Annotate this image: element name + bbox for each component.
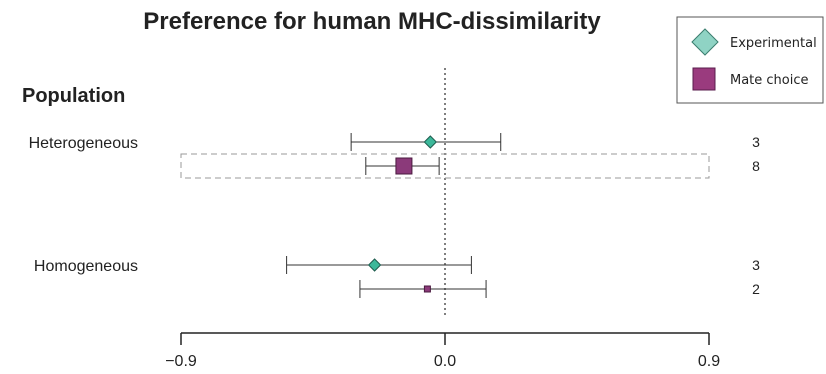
group-label: Heterogeneous: [29, 135, 138, 152]
x-tick-label: −0.9: [165, 353, 197, 370]
legend: Experimental Mate choice: [676, 16, 824, 104]
legend-mate-choice-label: Mate choice: [730, 73, 809, 88]
sample-size-label: 3: [752, 257, 760, 273]
chart-title: Preference for human MHC-dissimilarity: [143, 8, 601, 35]
legend-mate-choice-swatch: [692, 67, 716, 91]
population-heading: Population: [22, 85, 125, 107]
highlight-box: [180, 153, 710, 179]
point-estimate-square: [395, 157, 413, 175]
x-tick-label: 0.0: [434, 353, 456, 370]
plot-area: −0.9 0.0 0.9 Heterogeneous 3 8 Homogeneous 3 2: [29, 68, 760, 370]
x-tick-label: 0.9: [698, 353, 720, 370]
point-estimate-diamond: [423, 135, 438, 149]
sample-size-label: 3: [752, 134, 760, 150]
sample-size-label: 2: [752, 281, 760, 297]
point-estimate-diamond: [367, 258, 382, 272]
legend-experimental-label: Experimental: [730, 36, 817, 51]
group-label: Homogeneous: [34, 258, 138, 275]
point-estimate-square: [423, 285, 431, 293]
legend-experimental-swatch: [691, 28, 719, 56]
sample-size-label: 8: [752, 158, 760, 174]
